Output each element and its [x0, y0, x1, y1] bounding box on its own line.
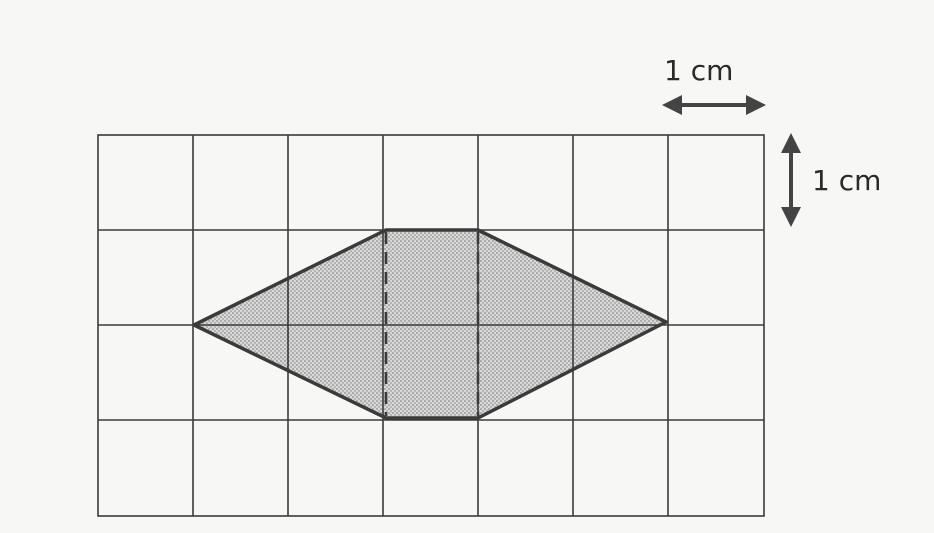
square-grid	[97, 134, 765, 517]
shaded-shape	[194, 230, 666, 418]
vertical-scale-label: 1 cm	[812, 164, 882, 197]
horizontal-scale-label: 1 cm	[664, 54, 734, 87]
shape-outline	[192, 228, 668, 420]
